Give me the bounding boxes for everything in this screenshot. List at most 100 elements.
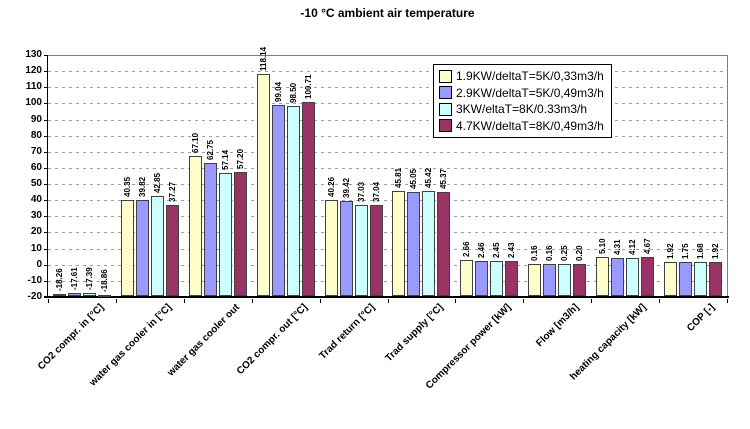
legend-item: 1.9KW/deltaT=5K/0,33m3/h <box>439 68 604 85</box>
y-tick-label: 120 <box>25 65 42 76</box>
x-axis-tick <box>252 299 253 303</box>
bar-value-label: 45.42 <box>424 167 433 188</box>
y-tick-label: 10 <box>30 243 42 254</box>
legend-item: 2.9KW/deltaT=5K/0,49m3/h <box>439 85 604 102</box>
bar-value-label: 40.35 <box>123 176 132 197</box>
bar <box>626 258 639 296</box>
bar-value-label: 0.25 <box>560 245 569 261</box>
bar <box>166 205 179 296</box>
x-axis-tick <box>184 299 185 303</box>
gridline <box>48 249 727 250</box>
bar-value-label: 118.14 <box>259 46 268 71</box>
bar <box>505 261 518 296</box>
bar <box>611 258 624 296</box>
bar-value-label: 1.68 <box>696 243 705 259</box>
y-tick-label: 50 <box>30 178 42 189</box>
y-axis-tick <box>44 249 48 250</box>
bar <box>151 196 164 296</box>
bar-value-label: 100.71 <box>304 74 313 99</box>
bar-value-label: -18.86 <box>100 269 109 292</box>
bar <box>679 262 692 296</box>
y-tick-label: 20 <box>30 226 42 237</box>
bar <box>694 262 707 296</box>
bar-value-label: 1.92 <box>711 243 720 259</box>
bar-value-label: 57.14 <box>221 149 230 170</box>
gridline <box>48 265 727 266</box>
category-label: COP [-] <box>684 302 717 335</box>
y-tick-label: 80 <box>30 130 42 141</box>
gridline <box>48 232 727 233</box>
legend: 1.9KW/deltaT=5K/0,33m3/h 2.9KW/deltaT=5K/… <box>433 64 612 138</box>
category-label: CO2 compr. in [°C] <box>35 302 106 373</box>
bar <box>460 260 473 296</box>
bar <box>422 191 435 296</box>
x-axis-tick <box>48 299 49 303</box>
y-tick-label: 100 <box>25 97 42 108</box>
category-label: Trad return [°C] <box>317 302 378 362</box>
gridline <box>48 120 727 121</box>
y-axis-tick <box>44 184 48 185</box>
y-axis-tick <box>44 216 48 217</box>
gridline <box>48 216 727 217</box>
x-axis-tick <box>455 299 456 303</box>
bar <box>573 264 586 296</box>
bar-value-label: 2.43 <box>507 242 516 258</box>
bar <box>257 74 270 296</box>
bar-value-label: 1.75 <box>681 243 690 259</box>
bar <box>437 192 450 296</box>
bar <box>53 294 66 296</box>
bar-value-label: -17.61 <box>70 267 79 290</box>
gridline <box>48 281 727 282</box>
x-axis-tick <box>116 299 117 303</box>
bar-value-label: 40.26 <box>327 176 336 197</box>
bar <box>370 205 383 296</box>
bar <box>392 191 405 296</box>
bar-value-label: 98.50 <box>289 82 298 103</box>
bar-value-label: 57.20 <box>236 148 245 169</box>
gridline <box>48 184 727 185</box>
bar <box>340 201 353 296</box>
gridline <box>48 152 727 153</box>
legend-swatch-icon <box>439 119 452 133</box>
legend-label: 3KW/eltaT=8K/0.33m3/h <box>456 102 588 117</box>
x-axis-line <box>44 296 729 298</box>
y-axis-tick <box>44 136 48 137</box>
legend-label: 2.9KW/deltaT=5K/0,49m3/h <box>456 85 604 100</box>
bar-value-label: 45.05 <box>409 168 418 189</box>
bar <box>355 205 368 296</box>
bar-value-label: 99.04 <box>274 81 283 102</box>
bar-value-label: 0.16 <box>530 245 539 261</box>
y-axis-line <box>47 55 48 298</box>
bar-value-label: 37.03 <box>357 181 366 202</box>
bar-value-label: 37.27 <box>168 181 177 202</box>
bar <box>83 293 96 296</box>
gridline <box>48 103 727 104</box>
y-axis-tick <box>44 55 48 56</box>
bar-value-label: 0.16 <box>545 245 554 261</box>
y-axis-tick <box>44 152 48 153</box>
y-tick-label: 70 <box>30 146 42 157</box>
bar-value-label: 2.46 <box>477 242 486 258</box>
bar-value-label: 42.85 <box>153 172 162 193</box>
bar-value-label: 67.10 <box>191 132 200 153</box>
bar <box>596 257 609 296</box>
y-tick-label: 30 <box>30 210 42 221</box>
chart-title: -10 °C ambient air temperature <box>300 6 475 20</box>
legend-item: 3KW/eltaT=8K/0.33m3/h <box>439 101 604 118</box>
gridline <box>48 168 727 169</box>
bar <box>490 261 503 296</box>
category-label: heating capacity [kW] <box>568 302 649 383</box>
y-axis-tick <box>44 232 48 233</box>
bar <box>234 172 247 296</box>
bar-value-label: 4.12 <box>628 239 637 255</box>
category-label: CO2 compr. out [°C] <box>234 302 310 378</box>
y-tick-label: -20 <box>27 291 42 302</box>
bar-value-label: 4.67 <box>643 238 652 254</box>
category-label: water gas cooler out <box>164 302 242 379</box>
bar-value-label: 4.31 <box>613 239 622 255</box>
bar-value-label: 0.20 <box>575 245 584 261</box>
x-axis-tick <box>659 299 660 303</box>
bar <box>664 262 677 296</box>
legend-label: 4.7KW/deltaT=8K/0,49m3/h <box>456 118 604 133</box>
bar <box>528 264 541 296</box>
